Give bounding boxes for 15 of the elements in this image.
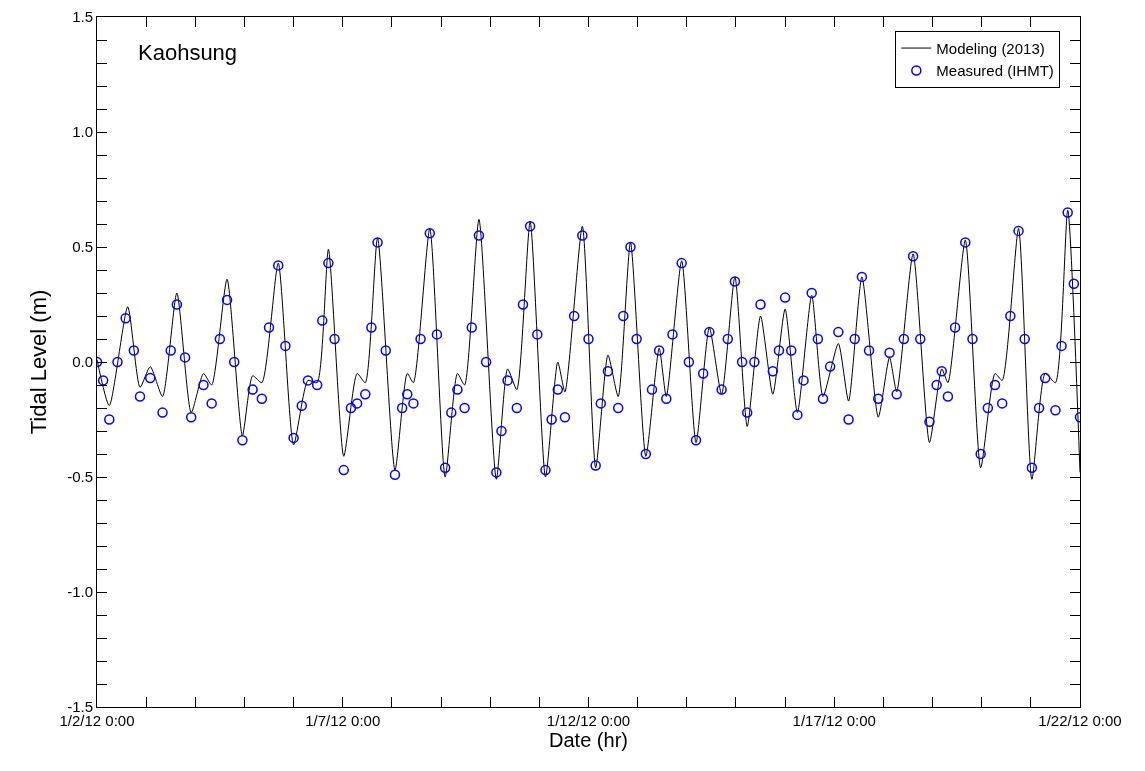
x-tick-label: 1/22/12 0:00 [1038,712,1122,729]
annotation: Kaohsung [138,40,238,65]
legend-label: Modeling (2013) [936,39,1045,57]
y-tick-label: -0.5 [67,468,93,486]
y-tick-label: 1.5 [72,8,93,26]
y-tick-label: -1.0 [67,583,93,601]
y-axis-title: Tidal Level (m) [25,289,51,435]
y-tick-label: 0.0 [72,353,93,371]
x-tick-label: 1/12/12 0:00 [546,712,631,729]
y-tick-label: 0.5 [72,238,93,256]
x-axis-title: Date (hr) [549,729,628,751]
x-tick-label: 1/17/12 0:00 [792,712,876,729]
y-tick-label: 1.0 [72,123,93,141]
x-tick-label: 1/7/12 0:00 [305,712,381,729]
legend-label: Measured (IHMT) [936,62,1054,80]
